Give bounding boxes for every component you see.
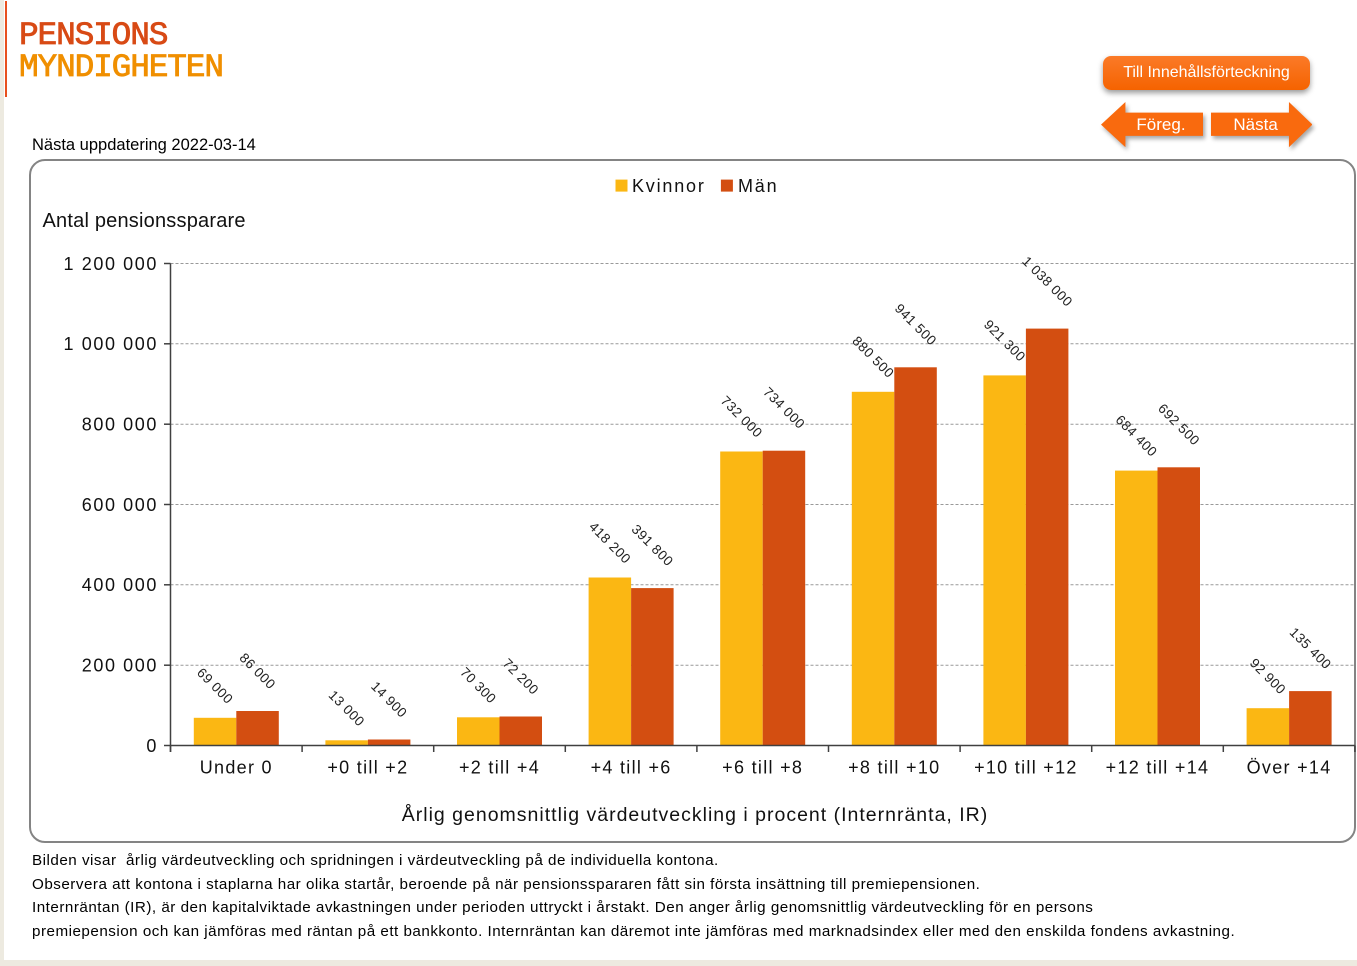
svg-text:600 000: 600 000 [82, 495, 158, 515]
svg-text:200 000: 200 000 [82, 656, 158, 676]
svg-text:14 900: 14 900 [368, 679, 410, 721]
svg-text:70 300: 70 300 [457, 664, 499, 706]
svg-text:684 400: 684 400 [1113, 412, 1161, 460]
svg-text:0: 0 [146, 736, 158, 756]
svg-text:72 200: 72 200 [500, 656, 542, 698]
svg-text:1 038 000: 1 038 000 [1019, 253, 1075, 309]
svg-text:Under 0: Under 0 [200, 758, 273, 778]
svg-text:+8 till +10: +8 till +10 [848, 758, 940, 778]
svg-text:+4 till +6: +4 till +6 [591, 758, 672, 778]
svg-text:880 500: 880 500 [849, 333, 897, 381]
svg-text:Män: Män [738, 176, 778, 196]
svg-text:Årlig genomsnittlig värdeutvec: Årlig genomsnittlig värdeutveckling i pr… [402, 803, 989, 826]
svg-text:941 500: 941 500 [892, 301, 940, 349]
svg-text:69 000: 69 000 [194, 665, 236, 707]
svg-text:+2 till +4: +2 till +4 [459, 758, 540, 778]
svg-text:Över +14: Över +14 [1247, 758, 1332, 778]
svg-text:+12 till +14: +12 till +14 [1106, 758, 1210, 778]
svg-text:Kvinnor: Kvinnor [632, 176, 706, 196]
svg-text:+6 till +8: +6 till +8 [722, 758, 803, 778]
svg-text:86 000: 86 000 [237, 650, 279, 692]
svg-text:135 400: 135 400 [1287, 625, 1335, 673]
svg-text:391 800: 391 800 [629, 522, 677, 570]
svg-text:1 000 000: 1 000 000 [64, 334, 158, 354]
svg-text:92 900: 92 900 [1247, 655, 1289, 697]
svg-text:418 200: 418 200 [586, 519, 634, 567]
svg-text:+0 till +2: +0 till +2 [327, 758, 408, 778]
svg-text:800 000: 800 000 [82, 415, 158, 435]
svg-text:732 000: 732 000 [718, 393, 766, 441]
svg-text:1 200 000: 1 200 000 [64, 254, 158, 274]
svg-text:400 000: 400 000 [82, 575, 158, 595]
svg-text:+10 till +12: +10 till +12 [974, 758, 1078, 778]
svg-text:921 300: 921 300 [981, 317, 1029, 365]
svg-text:13 000: 13 000 [326, 687, 368, 729]
svg-text:Antal pensionssparare: Antal pensionssparare [43, 210, 246, 232]
